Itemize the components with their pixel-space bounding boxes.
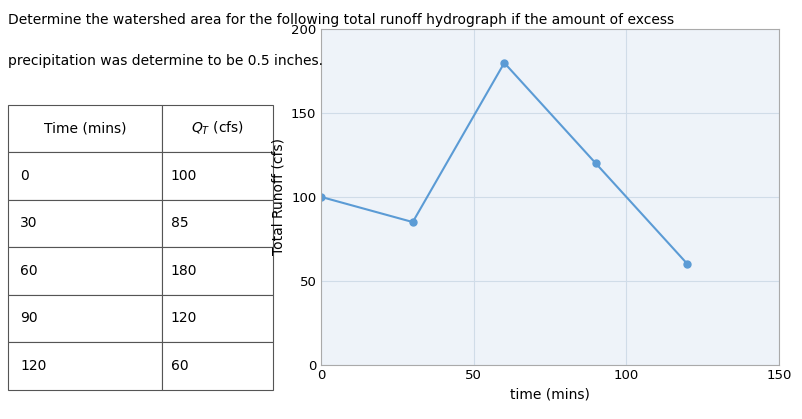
Text: precipitation was determine to be 0.5 inches.: precipitation was determine to be 0.5 in… (8, 54, 322, 68)
Text: Determine the watershed area for the following total runoff hydrograph if the am: Determine the watershed area for the fol… (8, 13, 674, 26)
X-axis label: time (mins): time (mins) (509, 388, 589, 402)
Y-axis label: Total Runoff (cfs): Total Runoff (cfs) (271, 138, 285, 256)
